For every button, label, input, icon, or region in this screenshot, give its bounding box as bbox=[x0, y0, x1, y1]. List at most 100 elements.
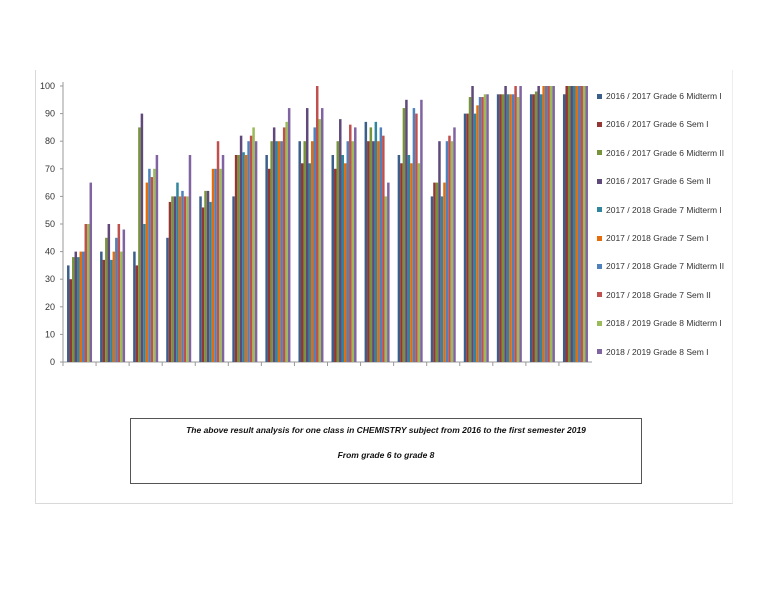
bar bbox=[364, 121, 368, 362]
bar bbox=[346, 141, 350, 362]
bar bbox=[143, 224, 146, 362]
bar bbox=[509, 94, 512, 362]
bar bbox=[135, 265, 139, 362]
bar bbox=[417, 163, 421, 362]
bar bbox=[69, 279, 73, 362]
bar bbox=[79, 251, 83, 362]
bar bbox=[544, 86, 548, 362]
bar bbox=[87, 224, 90, 362]
bar bbox=[242, 152, 245, 362]
bar bbox=[318, 119, 321, 363]
bar bbox=[249, 135, 253, 362]
bar bbox=[537, 86, 540, 362]
bar bbox=[511, 94, 515, 362]
bar bbox=[499, 94, 502, 362]
bar bbox=[102, 259, 106, 362]
bar bbox=[89, 182, 93, 362]
bar bbox=[133, 251, 136, 362]
bar bbox=[506, 94, 510, 362]
bar bbox=[585, 86, 588, 362]
legend-label: 2018 / 2019 Grade 8 Midterm I bbox=[606, 318, 722, 329]
bar bbox=[440, 196, 444, 362]
bar bbox=[110, 259, 113, 362]
y-tick-label: 70 bbox=[45, 164, 55, 174]
bar bbox=[453, 127, 456, 363]
bar bbox=[178, 196, 182, 362]
bar bbox=[384, 196, 388, 362]
bar bbox=[547, 86, 550, 362]
bar bbox=[239, 135, 243, 362]
bar bbox=[117, 224, 121, 362]
bar bbox=[234, 155, 238, 362]
bar bbox=[298, 141, 301, 362]
bar bbox=[105, 237, 108, 362]
bar bbox=[463, 113, 467, 362]
bar bbox=[466, 113, 469, 362]
y-tick-label: 80 bbox=[45, 136, 55, 146]
bar bbox=[397, 155, 401, 362]
y-tick-label: 0 bbox=[50, 357, 55, 367]
bar bbox=[186, 196, 189, 362]
bar bbox=[438, 141, 441, 362]
bar bbox=[173, 196, 177, 362]
bar bbox=[140, 113, 144, 362]
bar bbox=[565, 86, 568, 362]
bar bbox=[115, 237, 118, 362]
bar bbox=[237, 155, 240, 362]
y-tick-label: 20 bbox=[45, 302, 55, 312]
bar bbox=[204, 190, 207, 362]
chart-frame bbox=[35, 70, 733, 504]
bar bbox=[216, 141, 220, 362]
bar bbox=[176, 182, 179, 362]
bar bbox=[171, 196, 174, 362]
bar bbox=[407, 155, 411, 362]
legend-item: 2016 / 2017 Grade 6 Sem II bbox=[597, 175, 711, 187]
bar bbox=[539, 94, 543, 362]
bar bbox=[72, 257, 75, 362]
bar bbox=[351, 141, 355, 362]
bar bbox=[287, 108, 291, 362]
y-tick-label: 60 bbox=[45, 191, 55, 201]
bar bbox=[532, 94, 535, 362]
bar bbox=[387, 182, 390, 362]
bar bbox=[372, 141, 375, 362]
bar bbox=[529, 94, 533, 362]
bar bbox=[549, 86, 553, 362]
bar bbox=[285, 121, 288, 362]
y-tick-label: 90 bbox=[45, 109, 55, 119]
bar bbox=[354, 127, 357, 363]
legend-swatch bbox=[597, 93, 602, 99]
caption-line-2: From grade 6 to grade 8 bbox=[337, 450, 435, 460]
bar bbox=[155, 155, 159, 362]
bar bbox=[420, 99, 423, 363]
bar bbox=[478, 97, 482, 362]
legend-swatch bbox=[597, 292, 602, 298]
bar bbox=[277, 141, 281, 362]
bar bbox=[82, 251, 85, 362]
bar bbox=[481, 97, 484, 362]
legend-item: 2016 / 2017 Grade 6 Midterm I bbox=[597, 90, 722, 102]
bar bbox=[405, 99, 408, 363]
bar bbox=[300, 163, 304, 362]
bar bbox=[209, 201, 212, 362]
bar bbox=[310, 141, 314, 362]
bar bbox=[443, 182, 446, 362]
legend-item: 2017 / 2018 Grade 7 Sem I bbox=[597, 232, 709, 244]
bar bbox=[433, 182, 436, 362]
bar bbox=[445, 141, 449, 362]
bar bbox=[582, 86, 586, 362]
bar bbox=[552, 86, 555, 362]
y-tick-label: 40 bbox=[45, 247, 55, 257]
bar bbox=[320, 108, 324, 362]
bar bbox=[476, 105, 479, 362]
bar bbox=[435, 182, 439, 362]
bar bbox=[369, 127, 373, 363]
bar bbox=[516, 97, 520, 362]
bar bbox=[232, 196, 235, 362]
bar bbox=[211, 168, 215, 362]
bar bbox=[219, 168, 222, 362]
bar bbox=[252, 127, 255, 363]
y-tick-label: 30 bbox=[45, 274, 55, 284]
bar bbox=[473, 113, 477, 362]
bar bbox=[415, 113, 418, 362]
